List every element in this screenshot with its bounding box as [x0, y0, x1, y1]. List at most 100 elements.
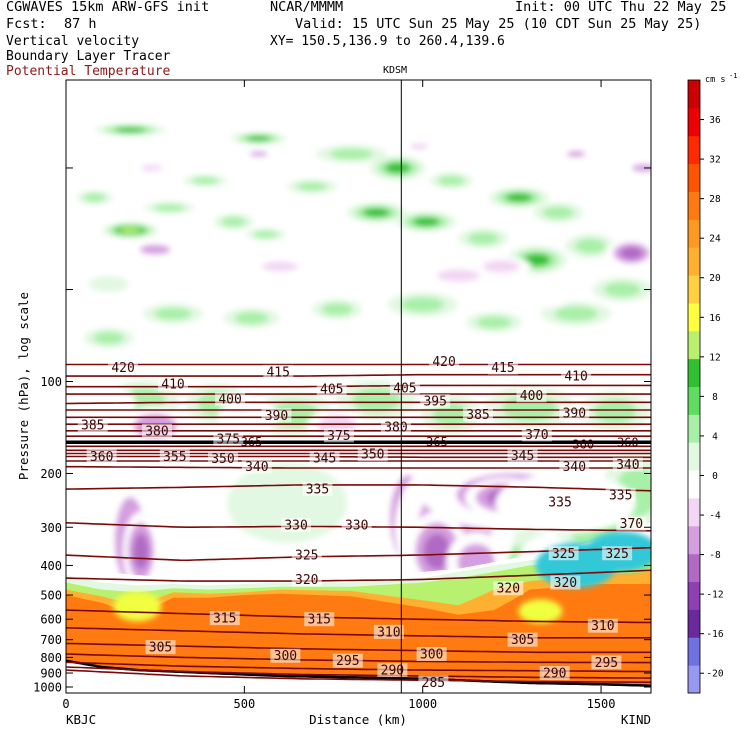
tropopause-label: 365 — [241, 435, 263, 449]
velocity-cell — [409, 143, 429, 150]
theta-contour-310 — [66, 627, 651, 639]
colorbar-label: -16 — [706, 629, 723, 640]
theta-label-bg — [616, 516, 647, 531]
theta-label-bg — [559, 406, 590, 421]
colorbar-label: 16 — [709, 313, 721, 324]
velocity-cell — [363, 208, 390, 218]
header-field-vertical-velocity: Vertical velocity — [6, 34, 140, 49]
colorbar-label: 24 — [709, 234, 721, 245]
pbl-yellow-patch — [518, 599, 563, 624]
theta-label: 400 — [520, 389, 543, 404]
velocity-cell — [476, 316, 512, 329]
theta-label-bg — [332, 653, 363, 668]
theta-label: 420 — [432, 355, 455, 370]
theta-label-bg — [612, 457, 643, 472]
velocity-cell — [436, 269, 480, 282]
theta-label: 290 — [543, 667, 566, 682]
theta-label-bg — [487, 360, 518, 375]
colorbar-label: 12 — [709, 352, 720, 363]
theta-label: 325 — [605, 547, 628, 562]
velocity-cell — [140, 164, 163, 172]
velocity-cell — [191, 176, 219, 185]
theta-label-bg — [545, 495, 576, 510]
theta-label: 310 — [591, 619, 614, 634]
theta-label-bg — [291, 572, 322, 587]
theta-contour-415 — [66, 373, 651, 377]
theta-label: 305 — [511, 633, 534, 648]
theta-label: 410 — [564, 370, 587, 385]
header-field-boundary-layer-tracer: Boundary Layer Tracer — [6, 49, 171, 64]
colorbar-swatch — [688, 525, 700, 555]
theta-label-bg — [380, 420, 411, 435]
theta-label-bg — [462, 407, 493, 422]
y-tick-label: 1000 — [33, 681, 62, 695]
y-tick-label: 300 — [40, 521, 62, 535]
theta-label: 295 — [595, 656, 618, 671]
theta-label: 370 — [525, 428, 548, 443]
colorbar-unit-exponent: -1 — [729, 72, 737, 80]
header-model: CGWAVES 15km ARW-GFS init — [6, 0, 210, 15]
colorbar-unit: cm s — [705, 75, 725, 85]
theta-label-bg — [341, 518, 372, 533]
velocity-cell — [132, 533, 149, 570]
velocity-cell — [154, 307, 192, 320]
theta-label-bg — [550, 575, 581, 590]
theta-label: 340 — [245, 460, 268, 475]
x-axis-label: Distance (km) — [309, 712, 407, 727]
colorbar-swatch — [688, 581, 700, 610]
theta-label-bg — [377, 663, 408, 678]
velocity-cell — [83, 193, 106, 202]
velocity-cell — [154, 204, 185, 212]
theta-label: 395 — [423, 395, 446, 410]
colorbar-swatch — [688, 470, 700, 499]
theta-label: 415 — [266, 365, 289, 380]
theta-label: 295 — [336, 654, 359, 669]
theta-label-bg — [559, 459, 590, 474]
velocity-cell — [217, 398, 278, 435]
theta-label: 390 — [265, 409, 288, 424]
theta-label-bg — [521, 427, 552, 442]
theta-label: 300 — [420, 648, 443, 663]
velocity-cell — [249, 151, 268, 157]
colorbar-swatch — [688, 247, 700, 276]
colorbar-label: -8 — [709, 550, 721, 561]
theta-label-bg — [420, 394, 451, 409]
colorbar-frame — [687, 79, 701, 694]
velocity-cell — [139, 244, 171, 255]
y-tick-label: 900 — [40, 667, 62, 681]
theta-label: 310 — [377, 625, 400, 640]
header-org: NCAR/MMMM — [270, 0, 344, 15]
theta-contour-320 — [66, 569, 651, 582]
theta-label: 340 — [616, 458, 639, 473]
theta-label-bg — [302, 482, 333, 497]
colorbar-swatch — [688, 665, 700, 694]
theta-label: 350 — [211, 452, 234, 467]
theta-label: 305 — [149, 641, 172, 656]
x-tick-label: 1500 — [587, 697, 616, 711]
velocity-cell — [631, 164, 651, 172]
colorbar-swatch — [688, 442, 700, 471]
velocity-cell — [246, 135, 272, 142]
y-tick-label: 500 — [40, 589, 62, 603]
x-right-endpoint: KIND — [621, 712, 651, 727]
theta-label-bg — [141, 423, 172, 438]
theta-label-bg — [416, 647, 447, 662]
colorbar-swatch — [688, 609, 700, 638]
theta-label: 355 — [163, 450, 186, 465]
colorbar-swatch — [688, 219, 700, 248]
theta-label: 345 — [313, 452, 336, 467]
theta-label-bg — [291, 548, 322, 563]
axes: 0 500 1000 15001002003004005006007008009001… — [33, 79, 652, 711]
theta-label-bg — [309, 451, 340, 466]
theta-label: 410 — [161, 378, 184, 393]
theta-label-bg — [418, 675, 449, 690]
x-tick-label: 500 — [234, 697, 256, 711]
theta-label: 390 — [563, 407, 586, 422]
colorbar-label: -4 — [709, 511, 721, 522]
velocity-cell — [482, 260, 520, 273]
tropopause-label: 360 — [572, 437, 594, 451]
velocity-cell — [542, 206, 574, 219]
theta-label: 375 — [217, 432, 240, 447]
theta-label-bg — [304, 612, 335, 627]
